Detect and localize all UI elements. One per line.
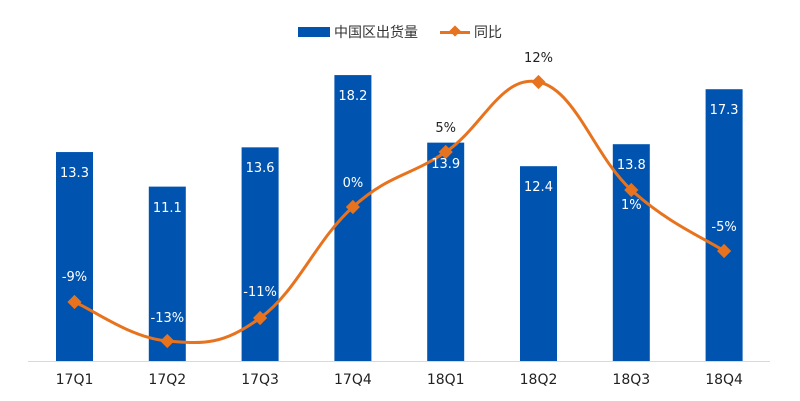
x-axis-tick-label: 18Q2	[519, 372, 558, 388]
yoy-value-label: -5%	[711, 220, 737, 235]
bar-18Q2	[520, 166, 557, 361]
diamond-marker-icon	[67, 294, 82, 310]
bar-18Q4	[705, 89, 743, 361]
x-axis-tick-label: 17Q3	[241, 372, 279, 388]
bar-value-label: 17.3	[709, 103, 739, 119]
x-axis-tick-label: 17Q4	[334, 372, 372, 388]
line-diamond-swatch-icon	[440, 30, 470, 34]
bar-value-label: 11.1	[152, 200, 182, 216]
diamond-marker-icon	[717, 243, 732, 259]
bar-18Q1	[427, 142, 465, 361]
yoy-value-label: 1%	[620, 198, 642, 213]
diamond-marker-icon	[438, 144, 453, 160]
yoy-value-label: 5%	[435, 121, 456, 136]
bar-value-label: 18.2	[338, 89, 368, 105]
x-axis-tick-label: 17Q1	[55, 372, 94, 388]
x-axis-tick-label: 18Q4	[705, 372, 743, 388]
bar-17Q1	[56, 152, 93, 361]
diamond-marker-icon	[531, 74, 546, 90]
bar-value-label: 12.4	[524, 180, 553, 196]
yoy-value-label: 12%	[524, 51, 553, 66]
legend-label-yoy: 同比	[474, 25, 502, 41]
bar-value-label: 13.3	[60, 166, 89, 182]
diamond-marker-icon	[624, 182, 639, 198]
yoy-value-label: -11%	[243, 285, 277, 300]
bar-value-label: 13.8	[616, 158, 646, 174]
legend-item-shipments[interactable]: 中国区出货量	[298, 22, 418, 42]
bar-swatch-icon	[298, 27, 330, 37]
x-axis-tick-label: 18Q1	[426, 372, 465, 388]
bar-value-label: 13.9	[431, 156, 461, 172]
yoy-value-label: 0%	[342, 176, 364, 191]
yoy-value-label: -9%	[61, 270, 88, 285]
bar-17Q2	[148, 186, 186, 361]
x-axis-tick-label: 18Q3	[612, 372, 651, 388]
legend-item-yoy[interactable]: 同比	[440, 22, 502, 42]
chart-legend: 中国区出货量 同比	[0, 20, 800, 44]
legend-label-shipments: 中国区出货量	[334, 25, 418, 41]
bar-value-label: 13.6	[245, 161, 275, 177]
yoy-markers	[67, 74, 732, 349]
diamond-marker-icon	[345, 199, 360, 215]
bar-series	[56, 75, 743, 361]
bar-17Q3	[241, 147, 279, 361]
bar-18Q3	[612, 144, 650, 361]
yoy-value-label: -13%	[150, 311, 185, 326]
yoy-line	[73, 79, 725, 345]
x-axis-tick-label: 17Q2	[148, 372, 187, 388]
diamond-marker-icon	[253, 310, 268, 326]
diamond-marker-icon	[160, 333, 175, 349]
